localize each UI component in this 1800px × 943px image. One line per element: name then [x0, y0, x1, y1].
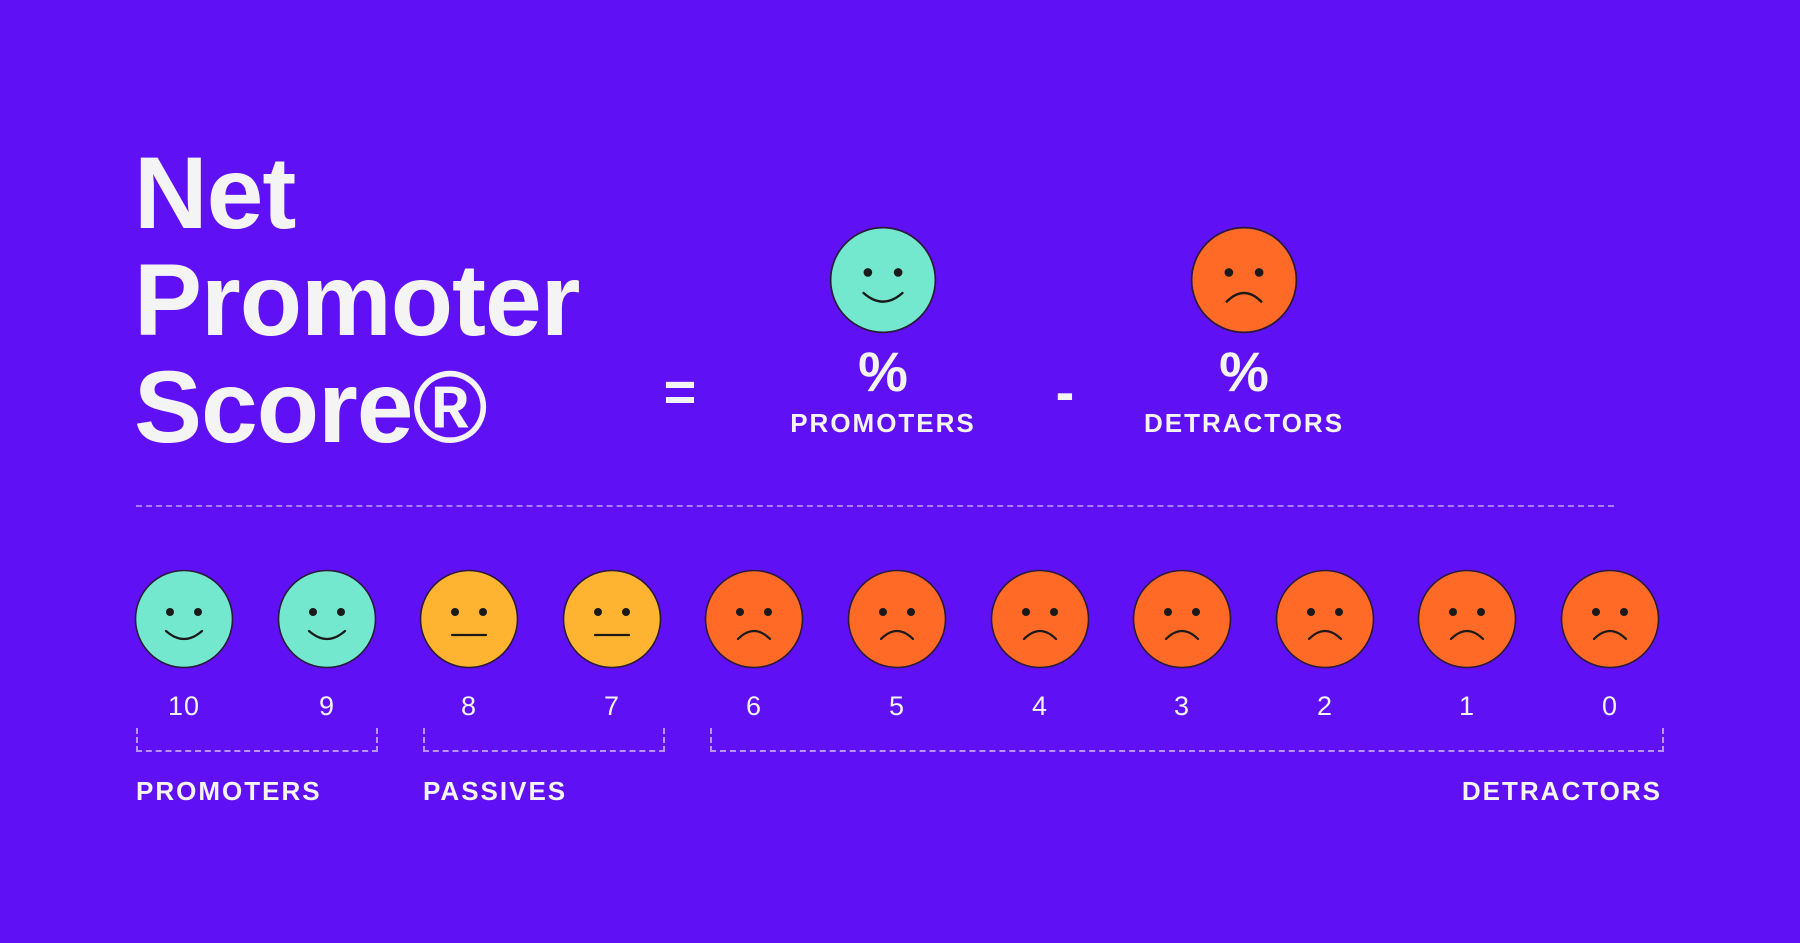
scale-item-5: 5: [847, 569, 947, 722]
detractors-percent: %: [1219, 340, 1269, 403]
equals-sign: =: [663, 360, 697, 423]
scale-item-3: 3: [1132, 569, 1232, 722]
detractors-label: DETRACTORS: [1143, 408, 1345, 438]
detractors-term: % DETRACTORS: [1124, 226, 1364, 439]
score-number: 2: [1316, 691, 1334, 721]
section-divider: [136, 505, 1614, 507]
score-number: 6: [745, 691, 763, 721]
title-line-2: Promoter: [134, 243, 580, 357]
promoters-label: PROMOTERS: [790, 408, 976, 438]
sad-face-icon: [704, 569, 804, 669]
page-title: Net Promoter Score®: [134, 136, 580, 464]
title-line-1: Net: [134, 136, 296, 250]
sad-face-icon: [1275, 569, 1375, 669]
scale-item-10: 10: [134, 569, 234, 722]
neutral-face-icon: [562, 569, 662, 669]
scale-item-4: 4: [990, 569, 1090, 722]
detractors-bracket: [710, 728, 1664, 752]
score-number: 5: [888, 691, 906, 721]
score-number: 9: [318, 691, 336, 721]
passives-group-label: PASSIVES: [423, 776, 568, 806]
minus-sign: -: [1055, 360, 1075, 423]
title-line-3: Score®: [134, 350, 488, 464]
score-number: 10: [167, 691, 201, 721]
sad-face-icon: [1417, 569, 1517, 669]
score-number: 3: [1173, 691, 1191, 721]
scale-item-2: 2: [1275, 569, 1375, 722]
score-number: 4: [1031, 691, 1049, 721]
promoters-percent: %: [858, 340, 908, 403]
score-number: 8: [460, 691, 478, 721]
passives-bracket: [423, 728, 665, 752]
score-number: 0: [1601, 691, 1619, 721]
score-number: 7: [603, 691, 621, 721]
scale-item-7: 7: [562, 569, 662, 722]
scale-item-0: 0: [1560, 569, 1660, 722]
scale-item-9: 9: [277, 569, 377, 722]
happy-face-icon: [829, 226, 937, 334]
promoters-group-label: PROMOTERS: [136, 776, 322, 806]
promoters-term: % PROMOTERS: [763, 226, 1003, 439]
promoters-bracket: [136, 728, 378, 752]
sad-face-icon: [1190, 226, 1298, 334]
sad-face-icon: [990, 569, 1090, 669]
score-number: 1: [1458, 691, 1476, 721]
scale-item-1: 1: [1417, 569, 1517, 722]
scale-item-8: 8: [419, 569, 519, 722]
happy-face-icon: [134, 569, 234, 669]
detractors-group-label: DETRACTORS: [1461, 776, 1662, 806]
sad-face-icon: [1132, 569, 1232, 669]
neutral-face-icon: [419, 569, 519, 669]
sad-face-icon: [847, 569, 947, 669]
sad-face-icon: [1560, 569, 1660, 669]
happy-face-icon: [277, 569, 377, 669]
scale-item-6: 6: [704, 569, 804, 722]
